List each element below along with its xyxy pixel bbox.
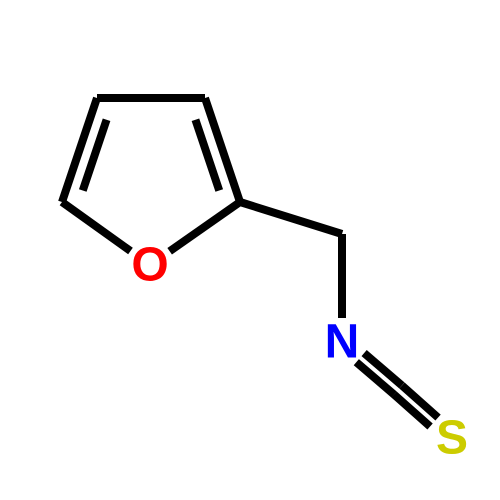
atom-label-o: O bbox=[131, 239, 168, 292]
bond bbox=[62, 98, 97, 202]
bond bbox=[240, 202, 342, 234]
bond bbox=[205, 98, 240, 202]
atom-label-n: N bbox=[325, 316, 360, 369]
molecule-canvas: O N S bbox=[0, 0, 500, 500]
bond bbox=[170, 202, 240, 251]
bond bbox=[62, 202, 130, 251]
atom-label-s: S bbox=[436, 412, 468, 465]
